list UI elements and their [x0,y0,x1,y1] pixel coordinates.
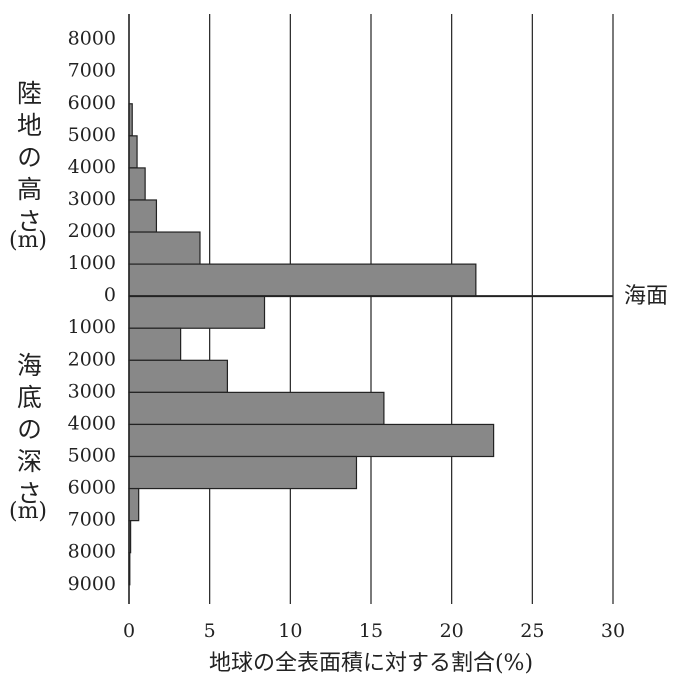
bar [128,455,358,490]
y-tick-label: 7000 [68,60,116,82]
y-tick-label: 0 [104,284,116,306]
x-tick-label: 0 [123,620,135,642]
y-tick-label: 6000 [68,92,116,114]
y-tick-label: 2000 [68,348,116,370]
x-tick-label: 25 [520,620,544,642]
x-tick-label: 20 [440,620,464,642]
bar [128,359,229,393]
y-tick-label: 8000 [68,541,116,563]
bar [128,231,201,265]
y-tick-label: 8000 [68,28,116,50]
y-tick-label: 4000 [68,156,116,178]
y-tick-label: 3000 [68,188,116,210]
y-label-land-unit: (m) [9,228,47,253]
y-tick-label: 3000 [68,380,116,402]
y-tick-label: 7000 [68,509,116,531]
bar [128,295,266,329]
x-axis-label: 地球の全表面積に対する割合(%) [209,651,533,676]
y-tick-label: 5000 [68,445,116,467]
y-tick-label: 1000 [68,316,116,338]
y-tick-label: 1000 [68,252,116,274]
sea-level-label: 海面 [624,284,668,309]
x-tick-label: 5 [204,620,216,642]
y-tick-label: 6000 [68,477,116,499]
y-tick-label: 5000 [68,124,116,146]
y-tick-label: 2000 [68,220,116,242]
x-tick-label: 10 [278,620,302,642]
bar [128,327,182,361]
y-label-sea: 海底の深さ [14,352,43,512]
bar [128,199,158,233]
bar [128,167,146,201]
bar [128,135,138,169]
bar [128,423,495,458]
bar [128,487,140,522]
y-label-land: 陸地の高さ [14,80,43,240]
x-tick-label: 30 [601,620,625,642]
bar [128,263,477,297]
y-label-sea-unit: (m) [9,499,47,524]
y-tick-label: 4000 [68,412,116,434]
bar [128,391,385,426]
y-tick-label: 9000 [68,573,116,595]
x-tick-label: 15 [359,620,383,642]
